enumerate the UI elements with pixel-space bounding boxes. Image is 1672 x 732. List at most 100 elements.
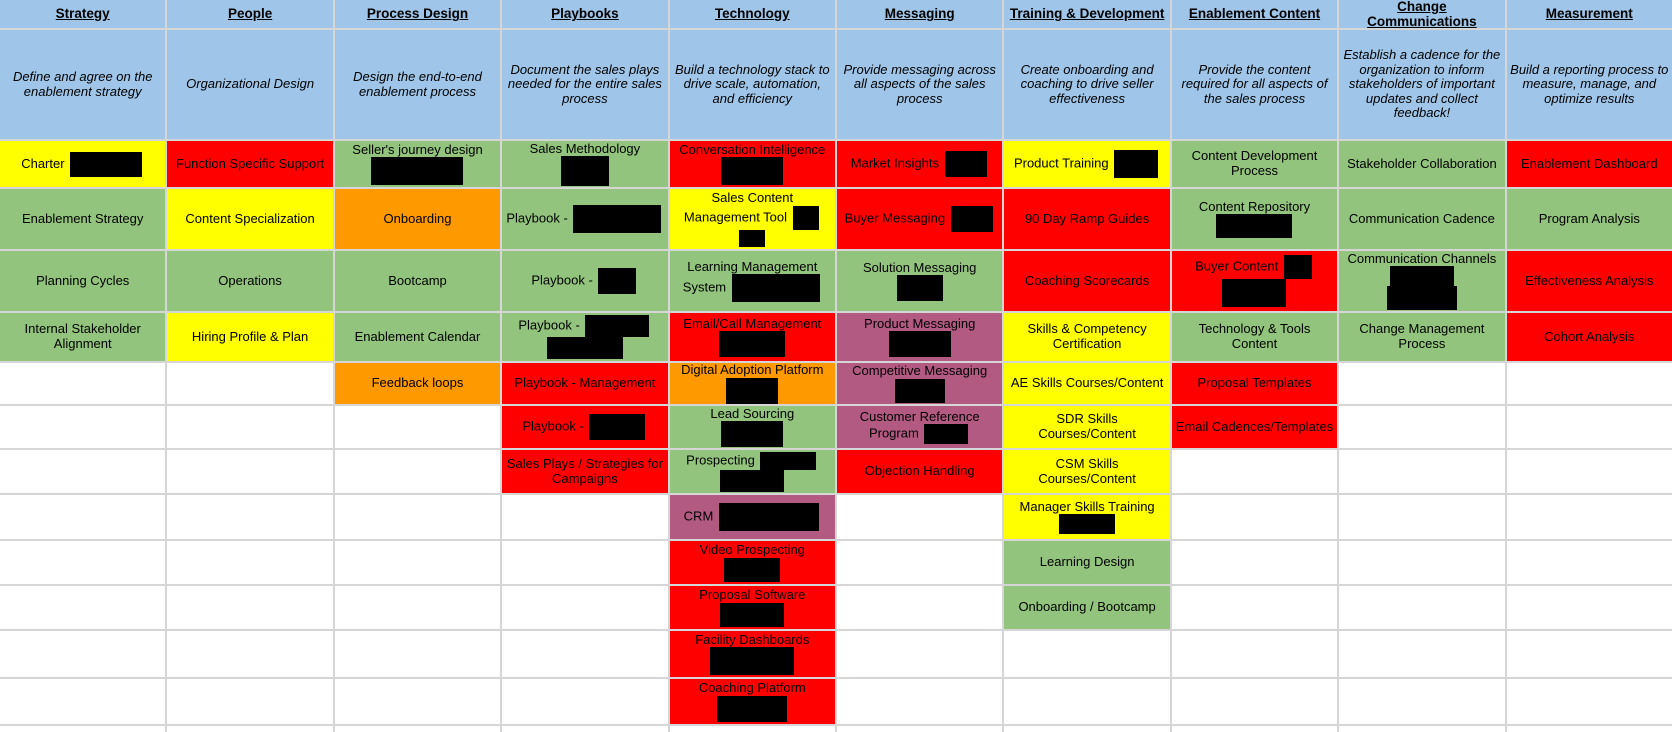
grid-cell[interactable]: Effectiveness Analysis	[1506, 251, 1672, 311]
grid-cell[interactable]: Communication Cadence	[1339, 189, 1505, 249]
grid-cell[interactable]: Onboarding / Bootcamp	[1004, 586, 1170, 629]
grid-cell[interactable]: Playbook -	[502, 313, 668, 361]
column-header-cell[interactable]: Strategy	[0, 0, 166, 28]
grid-cell[interactable]: Playbook -	[502, 189, 668, 249]
column-description-cell[interactable]: Organizational Design	[167, 30, 333, 139]
grid-cell[interactable]: Learning Design	[1004, 541, 1170, 584]
grid-cell[interactable]: CRM	[669, 495, 835, 539]
empty-cell[interactable]	[1339, 495, 1505, 539]
empty-cell[interactable]	[1506, 631, 1672, 677]
grid-cell[interactable]: Internal Stakeholder Alignment	[0, 313, 166, 361]
grid-cell[interactable]: Communication Channels	[1339, 251, 1505, 311]
empty-cell[interactable]	[1506, 363, 1672, 404]
empty-cell[interactable]	[167, 631, 333, 677]
column-header-cell[interactable]: Enablement Content	[1171, 0, 1338, 28]
column-header-cell[interactable]: Messaging	[836, 0, 1003, 28]
grid-cell[interactable]: Video Prospecting	[669, 541, 835, 584]
grid-cell[interactable]: Objection Handling	[836, 450, 1003, 493]
grid-cell[interactable]: Program Analysis	[1506, 189, 1672, 249]
empty-cell[interactable]	[1004, 631, 1170, 677]
empty-cell[interactable]	[1339, 406, 1505, 448]
grid-cell[interactable]: Manager Skills Training	[1004, 495, 1170, 539]
grid-cell[interactable]: Content Repository	[1171, 189, 1338, 249]
grid-cell[interactable]: Prospecting	[669, 450, 835, 493]
empty-cell[interactable]	[836, 679, 1003, 724]
grid-cell[interactable]: Playbook - Management	[502, 363, 668, 404]
empty-cell[interactable]	[669, 726, 835, 732]
empty-cell[interactable]	[836, 631, 1003, 677]
empty-cell[interactable]	[1339, 631, 1505, 677]
empty-cell[interactable]	[334, 495, 501, 539]
grid-cell[interactable]: 90 Day Ramp Guides	[1004, 189, 1170, 249]
grid-cell[interactable]: Email Cadences/Templates	[1171, 406, 1338, 448]
grid-cell[interactable]: Solution Messaging	[836, 251, 1003, 311]
grid-cell[interactable]: Technology & Tools Content	[1171, 313, 1338, 361]
column-header-cell[interactable]: Process Design	[334, 0, 501, 28]
empty-cell[interactable]	[502, 541, 668, 584]
grid-cell[interactable]: Content Development Process	[1171, 141, 1338, 187]
grid-cell[interactable]: Bootcamp	[334, 251, 501, 311]
empty-cell[interactable]	[1506, 541, 1672, 584]
empty-cell[interactable]	[1171, 541, 1338, 584]
empty-cell[interactable]	[836, 541, 1003, 584]
empty-cell[interactable]	[1339, 586, 1505, 629]
empty-cell[interactable]	[1506, 586, 1672, 629]
empty-cell[interactable]	[167, 726, 333, 732]
grid-cell[interactable]: Proposal Software	[669, 586, 835, 629]
empty-cell[interactable]	[836, 495, 1003, 539]
grid-cell[interactable]: AE Skills Courses/Content	[1004, 363, 1170, 404]
grid-cell[interactable]: Operations	[167, 251, 333, 311]
empty-cell[interactable]	[1506, 726, 1672, 732]
empty-cell[interactable]	[1506, 406, 1672, 448]
grid-cell[interactable]: Content Specialization	[167, 189, 333, 249]
empty-cell[interactable]	[1339, 679, 1505, 724]
empty-cell[interactable]	[1506, 495, 1672, 539]
empty-cell[interactable]	[502, 586, 668, 629]
empty-cell[interactable]	[0, 450, 166, 493]
grid-cell[interactable]: Playbook -	[502, 251, 668, 311]
column-header-cell[interactable]: Playbooks	[502, 0, 668, 28]
grid-cell[interactable]: Digital Adoption Platform	[669, 363, 835, 404]
empty-cell[interactable]	[502, 631, 668, 677]
empty-cell[interactable]	[1506, 450, 1672, 493]
grid-cell[interactable]: Planning Cycles	[0, 251, 166, 311]
empty-cell[interactable]	[0, 726, 166, 732]
empty-cell[interactable]	[334, 541, 501, 584]
empty-cell[interactable]	[0, 363, 166, 404]
empty-cell[interactable]	[502, 679, 668, 724]
grid-cell[interactable]: Market Insights	[836, 141, 1003, 187]
empty-cell[interactable]	[167, 363, 333, 404]
grid-cell[interactable]: Product Training	[1004, 141, 1170, 187]
grid-cell[interactable]: Sales Plays / Strategies for Campaigns	[502, 450, 668, 493]
empty-cell[interactable]	[1506, 679, 1672, 724]
empty-cell[interactable]	[0, 679, 166, 724]
grid-cell[interactable]: Playbook -	[502, 406, 668, 448]
grid-cell[interactable]: CSM Skills Courses/Content	[1004, 450, 1170, 493]
column-description-cell[interactable]: Provide the content required for all asp…	[1171, 30, 1338, 139]
grid-cell[interactable]: Enablement Strategy	[0, 189, 166, 249]
grid-cell[interactable]: Enablement Calendar	[334, 313, 501, 361]
grid-cell[interactable]: Enablement Dashboard	[1506, 141, 1672, 187]
grid-cell[interactable]: Feedback loops	[334, 363, 501, 404]
empty-cell[interactable]	[1171, 679, 1338, 724]
empty-cell[interactable]	[167, 406, 333, 448]
empty-cell[interactable]	[1171, 631, 1338, 677]
column-description-cell[interactable]: Provide messaging across all aspects of …	[836, 30, 1003, 139]
empty-cell[interactable]	[0, 586, 166, 629]
grid-cell[interactable]: Conversation Intelligence	[669, 141, 835, 187]
empty-cell[interactable]	[0, 406, 166, 448]
column-description-cell[interactable]: Establish a cadence for the organization…	[1339, 30, 1505, 139]
empty-cell[interactable]	[334, 631, 501, 677]
column-header-cell[interactable]: Training & Development	[1004, 0, 1170, 28]
grid-cell[interactable]: Change Management Process	[1339, 313, 1505, 361]
grid-cell[interactable]: SDR Skills Courses/Content	[1004, 406, 1170, 448]
empty-cell[interactable]	[1171, 450, 1338, 493]
grid-cell[interactable]: Buyer Content	[1171, 251, 1338, 311]
grid-cell[interactable]: Cohort Analysis	[1506, 313, 1672, 361]
column-description-cell[interactable]: Document the sales plays needed for the …	[502, 30, 668, 139]
empty-cell[interactable]	[836, 586, 1003, 629]
grid-cell[interactable]: Proposal Templates	[1171, 363, 1338, 404]
empty-cell[interactable]	[1171, 495, 1338, 539]
empty-cell[interactable]	[1004, 679, 1170, 724]
empty-cell[interactable]	[334, 726, 501, 732]
